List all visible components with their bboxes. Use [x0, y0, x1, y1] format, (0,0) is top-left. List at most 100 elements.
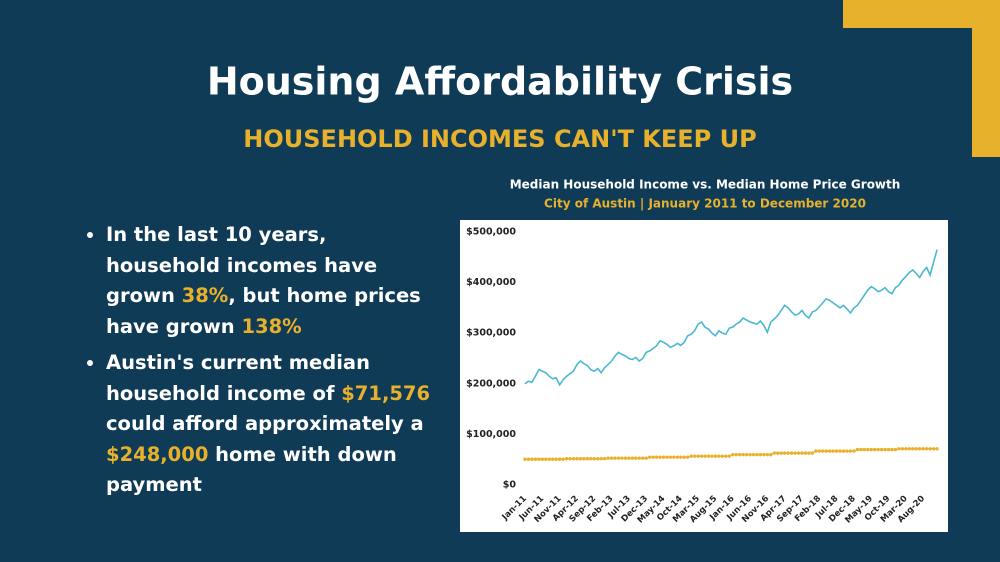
series-marker — [734, 452, 738, 457]
series-marker — [658, 455, 662, 459]
series-marker — [872, 447, 877, 452]
series-marker — [647, 455, 652, 459]
series-marker — [547, 457, 551, 461]
series-marker — [668, 455, 673, 459]
series-marker — [824, 449, 828, 453]
series-marker — [893, 447, 898, 452]
series-marker — [561, 457, 565, 461]
y-tick-label: $500,000 — [466, 227, 516, 238]
series-marker — [537, 457, 541, 461]
series-marker — [931, 447, 936, 451]
series-marker — [831, 449, 835, 453]
series-marker — [731, 452, 735, 457]
series-marker — [523, 457, 527, 461]
series-marker — [890, 447, 894, 452]
series-marker — [665, 455, 669, 459]
series-marker — [568, 456, 572, 461]
series-marker — [692, 454, 697, 458]
series-marker — [609, 456, 614, 460]
series-marker — [627, 456, 631, 460]
y-tick-label: $200,000 — [466, 378, 516, 389]
series-marker — [793, 451, 797, 455]
series-marker — [869, 447, 873, 452]
series-marker — [921, 447, 925, 451]
series-marker — [755, 452, 759, 457]
series-marker — [924, 447, 929, 451]
series-marker — [620, 456, 624, 460]
series-marker — [817, 449, 821, 453]
series-marker — [637, 456, 641, 460]
series-marker — [699, 454, 704, 458]
series-marker — [841, 449, 846, 453]
slide-title: Housing Affordability Crisis — [207, 60, 793, 104]
series-marker — [713, 454, 718, 458]
series-marker — [886, 447, 891, 452]
series-marker — [585, 456, 590, 461]
series-marker — [679, 455, 683, 459]
bullet-text: In the last 10 years, household incomes … — [106, 223, 378, 307]
y-tick-label: $400,000 — [466, 277, 516, 288]
series-marker — [575, 456, 579, 461]
series-marker — [596, 456, 600, 461]
y-tick-label: $0 — [503, 480, 517, 491]
series-marker — [623, 456, 628, 460]
series-marker — [675, 455, 680, 459]
series-marker — [550, 457, 555, 461]
series-marker — [592, 456, 596, 461]
series-marker — [748, 452, 752, 457]
series-marker — [814, 449, 818, 453]
series-marker — [772, 451, 776, 455]
chart-title: Median Household Income vs. Median Home … — [510, 178, 901, 192]
series-marker — [796, 451, 801, 455]
series-marker — [852, 449, 856, 453]
bullet: Austin's current median household income… — [106, 348, 441, 501]
series-marker — [689, 454, 693, 458]
series-marker — [800, 451, 804, 455]
series-marker — [554, 457, 558, 461]
series-marker — [582, 456, 586, 461]
series-marker — [727, 454, 731, 458]
series-marker — [741, 452, 745, 457]
y-tick-label: $300,000 — [466, 328, 516, 339]
series-marker — [544, 457, 548, 461]
series-marker — [606, 456, 610, 460]
series-marker — [696, 454, 700, 458]
series-marker — [935, 447, 939, 451]
series-marker — [717, 454, 721, 458]
series-marker — [776, 451, 780, 455]
series-marker — [866, 447, 870, 452]
accent-bar — [972, 0, 1000, 157]
series-marker — [779, 451, 783, 455]
series-marker — [751, 452, 756, 457]
series-line — [524, 249, 938, 387]
series-marker — [526, 457, 531, 461]
bullet-text: $71,576 — [341, 381, 431, 405]
series-marker — [654, 455, 659, 459]
series-marker — [530, 457, 534, 461]
series-marker — [911, 447, 915, 451]
series-marker — [602, 456, 607, 461]
series-marker — [533, 457, 538, 461]
series-marker — [900, 447, 905, 451]
series-marker — [914, 447, 918, 451]
series-marker — [848, 449, 853, 453]
series-marker — [589, 456, 593, 461]
series-marker — [917, 447, 922, 451]
series-marker — [928, 447, 932, 451]
bullet: In the last 10 years, household incomes … — [106, 220, 441, 342]
series-marker — [876, 447, 880, 452]
chart-subtitle: City of Austin | January 2011 to Decembe… — [544, 197, 866, 211]
series-marker — [758, 452, 763, 457]
bullet-text: could afford approximately a — [106, 412, 424, 435]
series-marker — [838, 449, 842, 453]
series-marker — [672, 455, 676, 459]
series-marker — [613, 456, 617, 460]
bullet-text: 138% — [241, 314, 302, 338]
series-marker — [765, 452, 770, 457]
series-marker — [706, 454, 711, 458]
series-marker — [616, 456, 621, 460]
series-marker — [634, 456, 638, 460]
series-marker — [641, 456, 645, 460]
series-marker — [862, 447, 866, 452]
